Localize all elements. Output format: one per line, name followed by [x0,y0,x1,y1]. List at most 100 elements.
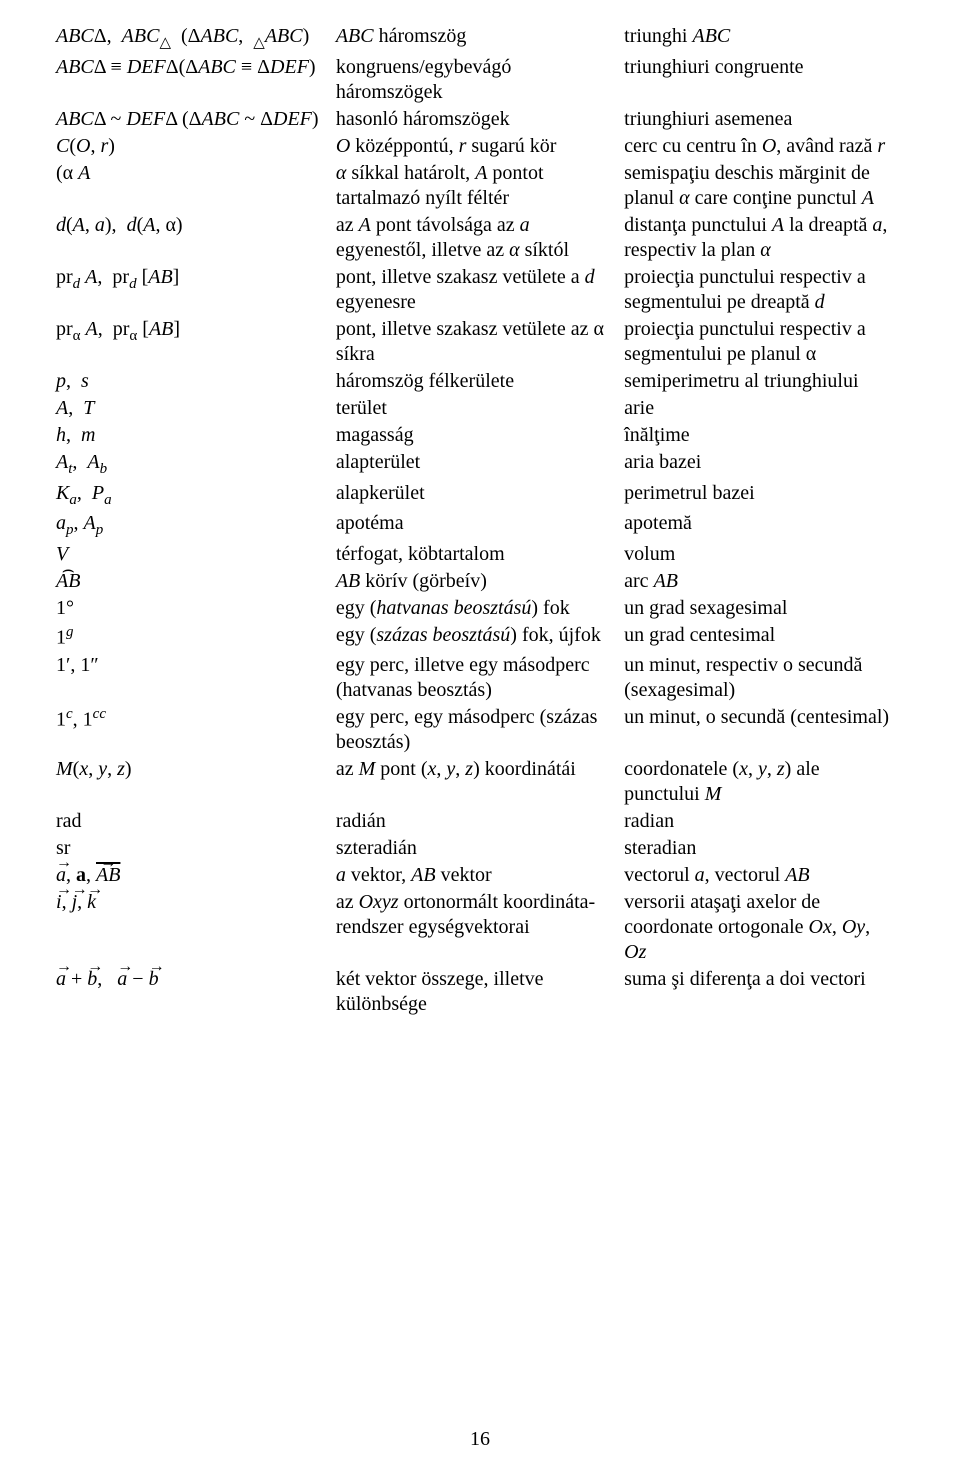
symbol-cell: C(O, r) [56,134,336,161]
symbol-cell: d(A, a), d(A, α) [56,213,336,265]
table-row: ap, Apapotémaapotemă [56,511,904,542]
symbol-cell: AB [56,569,336,596]
hungarian-cell: radián [336,809,624,836]
table-row: 1c, 1ccegy perc, egy másodperc (százas b… [56,705,904,757]
symbol-cell: 1g [56,623,336,653]
table-row: ABCΔ ~ DEFΔ (ΔABC ~ ΔDEF)hasonló háromsz… [56,107,904,134]
symbol-cell: a + b, a − b [56,967,336,1019]
glossary-body: ABCΔ, ABC△ (ΔABC, △ABC)ABC háromszögtriu… [56,24,904,1019]
table-row: h, mmagasságînălţime [56,423,904,450]
hungarian-cell: az M pont (x, y, z) koordinátái [336,757,624,809]
symbol-cell: prα A, prα [AB] [56,317,336,369]
romanian-cell: triunghiuri congruente [624,55,904,107]
table-row: a, a, ABa vektor, AB vektorvectorul a, v… [56,863,904,890]
romanian-cell: triunghiuri asemenea [624,107,904,134]
table-row: Vtérfogat, köbtartalomvolum [56,542,904,569]
symbol-cell: ABCΔ, ABC△ (ΔABC, △ABC) [56,24,336,55]
romanian-cell: apotemă [624,511,904,542]
table-row: M(x, y, z)az M pont (x, y, z) koordinátá… [56,757,904,809]
romanian-cell: arc AB [624,569,904,596]
hungarian-cell: egy perc, illetve egy másodperc (hatvana… [336,653,624,705]
table-row: d(A, a), d(A, α)az A pont távolsága az a… [56,213,904,265]
table-row: srszteradiánsteradian [56,836,904,863]
table-row: prα A, prα [AB]pont, illetve szakasz vet… [56,317,904,369]
symbol-cell: ABCΔ ≡ DEFΔ(ΔABC ≡ ΔDEF) [56,55,336,107]
hungarian-cell: térfogat, köbtartalom [336,542,624,569]
romanian-cell: semiperimetru al triunghiului [624,369,904,396]
symbol-cell: h, m [56,423,336,450]
table-row: 1′, 1″egy perc, illetve egy másodperc (h… [56,653,904,705]
romanian-cell: coordonatele (x, y, z) ale punctului M [624,757,904,809]
romanian-cell: un grad sexagesimal [624,596,904,623]
hungarian-cell: háromszög félkerülete [336,369,624,396]
table-row: p, sháromszög félkerületesemiperimetru a… [56,369,904,396]
symbol-cell: At, Ab [56,450,336,481]
symbol-cell: prd A, prd [AB] [56,265,336,317]
table-row: At, Abalapterületaria bazei [56,450,904,481]
romanian-cell: steradian [624,836,904,863]
romanian-cell: suma şi diferenţa a doi vectori [624,967,904,1019]
hungarian-cell: AB körív (görbeív) [336,569,624,596]
hungarian-cell: terület [336,396,624,423]
hungarian-cell: szteradián [336,836,624,863]
hungarian-cell: alapkerület [336,481,624,512]
symbol-cell: 1′, 1″ [56,653,336,705]
table-row: prd A, prd [AB]pont, illetve szakasz vet… [56,265,904,317]
romanian-cell: radian [624,809,904,836]
romanian-cell: cerc cu centru în O, având rază r [624,134,904,161]
symbol-cell: ABCΔ ~ DEFΔ (ΔABC ~ ΔDEF) [56,107,336,134]
table-row: i, j, kaz Oxyz ortonormált koordináta-re… [56,890,904,967]
hungarian-cell: α síkkal határolt, A pontot tartalmazó n… [336,161,624,213]
hungarian-cell: egy (hatvanas beosztású) fok [336,596,624,623]
romanian-cell: distanţa punctului A la dreaptă a, respe… [624,213,904,265]
romanian-cell: vectorul a, vectorul AB [624,863,904,890]
table-row: (α Aα síkkal határolt, A pontot tartalma… [56,161,904,213]
table-row: radradiánradian [56,809,904,836]
hungarian-cell: kongruens/egybevágó háromszögek [336,55,624,107]
symbol-cell: ap, Ap [56,511,336,542]
table-row: ABCΔ, ABC△ (ΔABC, △ABC)ABC háromszögtriu… [56,24,904,55]
glossary-table: ABCΔ, ABC△ (ΔABC, △ABC)ABC háromszögtriu… [56,24,904,1019]
romanian-cell: triunghi ABC [624,24,904,55]
table-row: a + b, a − bkét vektor összege, illetve … [56,967,904,1019]
hungarian-cell: pont, illetve szakasz vetülete az α síkr… [336,317,624,369]
symbol-cell: 1° [56,596,336,623]
page: ABCΔ, ABC△ (ΔABC, △ABC)ABC háromszögtriu… [0,0,960,1467]
symbol-cell: A, T [56,396,336,423]
hungarian-cell: ABC háromszög [336,24,624,55]
table-row: 1gegy (százas beosztású) fok, újfokun gr… [56,623,904,653]
hungarian-cell: két vektor összege, illetve különbsége [336,967,624,1019]
romanian-cell: aria bazei [624,450,904,481]
hungarian-cell: hasonló háromszögek [336,107,624,134]
romanian-cell: volum [624,542,904,569]
romanian-cell: versorii ataşaţi axelor de coordonate or… [624,890,904,967]
table-row: ABAB körív (görbeív)arc AB [56,569,904,596]
romanian-cell: perimetrul bazei [624,481,904,512]
romanian-cell: arie [624,396,904,423]
hungarian-cell: alapterület [336,450,624,481]
romanian-cell: semispaţiu deschis mărginit de planul α … [624,161,904,213]
romanian-cell: proiecţia punctului respectiv a segmentu… [624,317,904,369]
table-row: ABCΔ ≡ DEFΔ(ΔABC ≡ ΔDEF)kongruens/egybev… [56,55,904,107]
table-row: 1°egy (hatvanas beosztású) fokun grad se… [56,596,904,623]
symbol-cell: p, s [56,369,336,396]
table-row: A, Tterületarie [56,396,904,423]
hungarian-cell: egy perc, egy másodperc (százas beosztás… [336,705,624,757]
hungarian-cell: O középpontú, r sugarú kör [336,134,624,161]
hungarian-cell: egy (százas beosztású) fok, újfok [336,623,624,653]
symbol-cell: (α A [56,161,336,213]
symbol-cell: i, j, k [56,890,336,967]
symbol-cell: 1c, 1cc [56,705,336,757]
hungarian-cell: a vektor, AB vektor [336,863,624,890]
symbol-cell: Ka, Pa [56,481,336,512]
hungarian-cell: pont, illetve szakasz vetülete a d egyen… [336,265,624,317]
page-number: 16 [0,1428,960,1451]
symbol-cell: V [56,542,336,569]
hungarian-cell: az Oxyz ortonormált koordináta-rendszer … [336,890,624,967]
romanian-cell: un minut, respectiv o secundă (sexagesim… [624,653,904,705]
table-row: Ka, Paalapkerületperimetrul bazei [56,481,904,512]
romanian-cell: un grad centesimal [624,623,904,653]
romanian-cell: un minut, o secundă (centesimal) [624,705,904,757]
romanian-cell: proiecţia punctului respectiv a segmentu… [624,265,904,317]
romanian-cell: înălţime [624,423,904,450]
